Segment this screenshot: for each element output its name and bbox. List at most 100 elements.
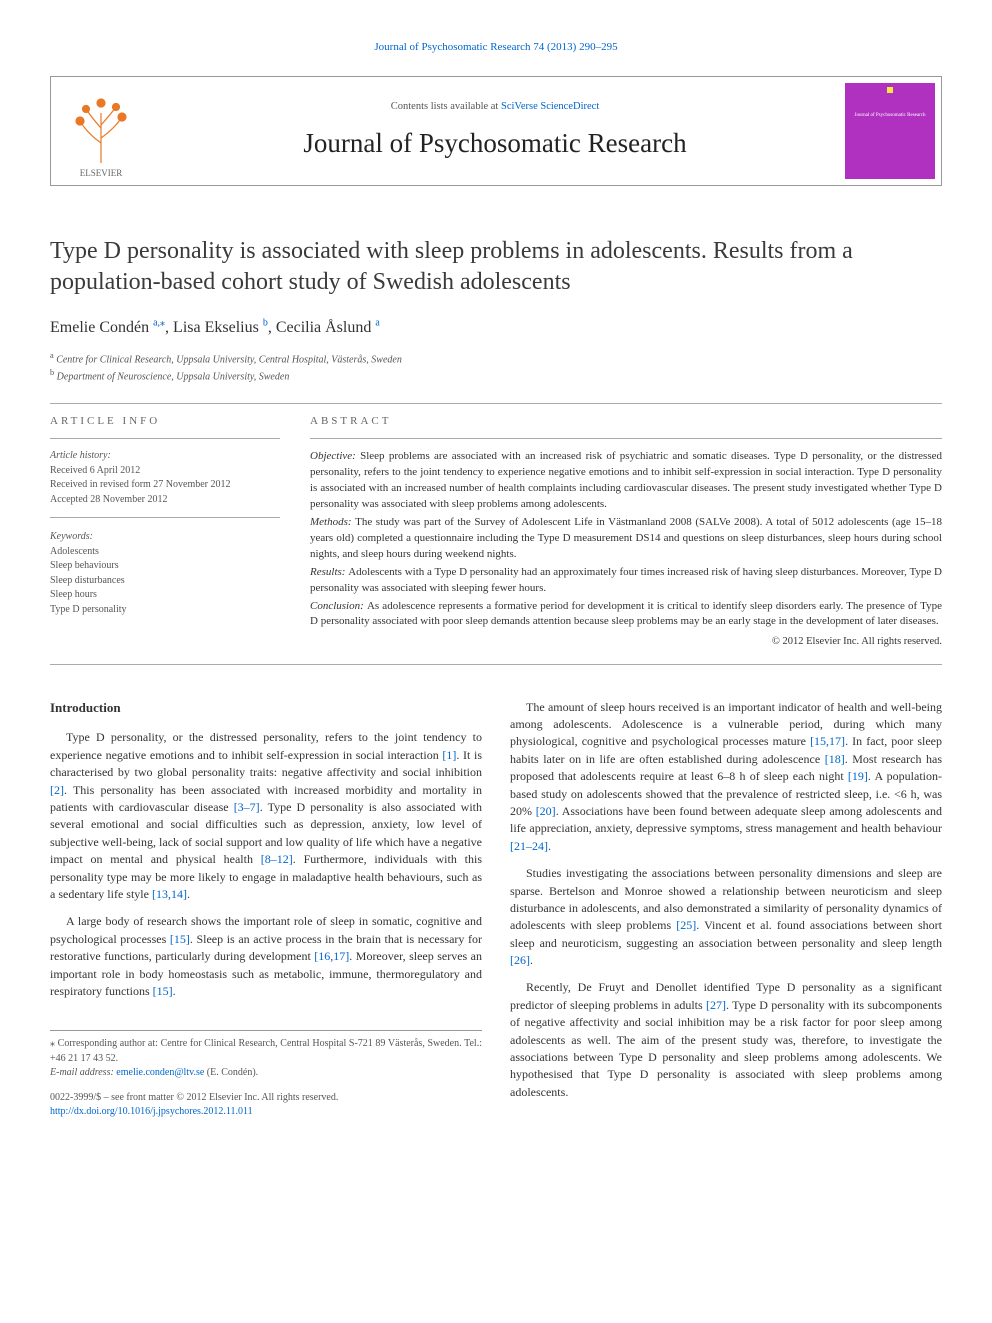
citation-link[interactable]: [19]	[848, 769, 868, 783]
keyword: Sleep behaviours	[50, 560, 119, 571]
methods-text: The study was part of the Survey of Adol…	[310, 516, 942, 560]
article-info-heading: article info	[50, 414, 280, 430]
journal-header: ELSEVIER Contents lists available at Sci…	[50, 76, 942, 186]
corresponding-text: Corresponding author at: Centre for Clin…	[50, 1038, 482, 1064]
objective-text: Sleep problems are associated with an in…	[310, 450, 942, 510]
sep: ,	[165, 319, 173, 336]
divider	[50, 403, 942, 404]
affiliation-b: b Department of Neuroscience, Uppsala Un…	[50, 367, 942, 385]
sciencedirect-link[interactable]: SciVerse ScienceDirect	[501, 101, 599, 112]
author-3: Cecilia Åslund	[276, 319, 372, 336]
text: Type D personality, or the distressed pe…	[50, 730, 482, 761]
abstract-heading: abstract	[310, 414, 942, 430]
citation-link[interactable]: [15,17]	[810, 734, 845, 748]
results-text: Adolescents with a Type D personality ha…	[310, 566, 942, 594]
cover-dot-icon	[887, 87, 893, 93]
citation-link[interactable]: [15]	[170, 932, 190, 946]
citation-link[interactable]: [13,14]	[152, 887, 187, 901]
citation-link[interactable]: [18]	[825, 752, 845, 766]
copyright: © 2012 Elsevier Inc. All rights reserved…	[310, 634, 942, 649]
elsevier-tree-icon: ELSEVIER	[62, 83, 140, 179]
abstract-conclusion: Conclusion: As adolescence represents a …	[310, 599, 942, 631]
contents-prefix: Contents lists available at	[391, 101, 501, 112]
intro-heading: Introduction	[50, 699, 482, 718]
abstract-objective: Objective: Sleep problems are associated…	[310, 449, 942, 513]
author-1: Emelie Condén	[50, 319, 149, 336]
citation-link[interactable]: [16,17]	[314, 949, 349, 963]
citation-link[interactable]: [27]	[706, 998, 726, 1012]
citation-link[interactable]: [3–7]	[234, 800, 260, 814]
citation-link[interactable]: [15]	[153, 984, 173, 998]
body-para: The amount of sleep hours received is an…	[510, 699, 942, 856]
text: . Type D personality with its subcompone…	[510, 998, 942, 1099]
article-title: Type D personality is associated with sl…	[50, 236, 942, 298]
divider	[50, 438, 280, 439]
citation-link[interactable]: [1]	[442, 748, 456, 762]
citation-link[interactable]: [2]	[50, 783, 64, 797]
journal-cover-thumb: Journal of Psychosomatic Research	[845, 83, 935, 179]
header-center: Contents lists available at SciVerse Sci…	[151, 77, 839, 185]
accepted-date: Accepted 28 November 2012	[50, 494, 167, 505]
column-left: Introduction Type D personality, or the …	[50, 699, 482, 1120]
received-date: Received 6 April 2012	[50, 465, 140, 476]
divider	[50, 517, 280, 518]
citation-link[interactable]: [20]	[536, 804, 556, 818]
email-link[interactable]: emelie.conden@ltv.se	[116, 1067, 204, 1078]
abstract-methods: Methods: The study was part of the Surve…	[310, 515, 942, 563]
body-para: Studies investigating the associations b…	[510, 865, 942, 969]
cover-label: Journal of Psychosomatic Research	[855, 113, 926, 119]
keyword: Adolescents	[50, 546, 99, 557]
body-columns: Introduction Type D personality, or the …	[50, 699, 942, 1120]
aff-b-text: Department of Neuroscience, Uppsala Univ…	[54, 372, 289, 383]
svg-text:ELSEVIER: ELSEVIER	[80, 168, 123, 178]
affiliations: a Centre for Clinical Research, Uppsala …	[50, 350, 942, 386]
keyword: Sleep hours	[50, 589, 97, 600]
keyword: Sleep disturbances	[50, 575, 125, 586]
author-2: Lisa Ekselius	[173, 319, 259, 336]
author-3-aff: a	[375, 318, 379, 329]
citation-link[interactable]: [25]	[676, 918, 696, 932]
journal-name: Journal of Psychosomatic Research	[303, 124, 686, 163]
bottom-meta: 0022-3999/$ – see front matter © 2012 El…	[50, 1091, 482, 1120]
email-label: E-mail address:	[50, 1067, 116, 1078]
publisher-logo: ELSEVIER	[51, 77, 151, 185]
citation-link[interactable]: [21–24]	[510, 839, 548, 853]
methods-label: Methods:	[310, 516, 355, 528]
intro-para-1: Type D personality, or the distressed pe…	[50, 729, 482, 903]
divider	[50, 664, 942, 665]
divider	[310, 438, 942, 439]
abstract-results: Results: Adolescents with a Type D perso…	[310, 565, 942, 597]
column-right: The amount of sleep hours received is an…	[510, 699, 942, 1120]
contents-line: Contents lists available at SciVerse Sci…	[391, 99, 599, 114]
text: . Associations have been found between a…	[510, 804, 942, 835]
objective-label: Objective:	[310, 450, 360, 462]
citation-link[interactable]: [8–12]	[261, 852, 293, 866]
author-list: Emelie Condén a,⁎, Lisa Ekselius b, Ceci…	[50, 316, 942, 339]
sep: ,	[268, 319, 276, 336]
conclusion-label: Conclusion:	[310, 600, 367, 612]
revised-date: Received in revised form 27 November 201…	[50, 479, 231, 490]
results-label: Results:	[310, 566, 348, 578]
running-header: Journal of Psychosomatic Research 74 (20…	[50, 40, 942, 56]
aff-a-text: Centre for Clinical Research, Uppsala Un…	[54, 354, 402, 365]
issn-line: 0022-3999/$ – see front matter © 2012 El…	[50, 1091, 482, 1106]
doi-link[interactable]: http://dx.doi.org/10.1016/j.jpsychores.2…	[50, 1106, 253, 1117]
email-line: E-mail address: emelie.conden@ltv.se (E.…	[50, 1066, 482, 1081]
article-info: article info Article history: Received 6…	[50, 414, 280, 649]
conclusion-text: As adolescence represents a formative pe…	[310, 600, 942, 628]
text: .	[530, 953, 533, 967]
abstract: abstract Objective: Sleep problems are a…	[310, 414, 942, 649]
keywords-label: Keywords:	[50, 530, 280, 545]
keyword: Type D personality	[50, 604, 127, 615]
text: .	[187, 887, 190, 901]
corresponding-note: ⁎ Corresponding author at: Centre for Cl…	[50, 1037, 482, 1066]
journal-issue-link[interactable]: Journal of Psychosomatic Research 74 (20…	[374, 41, 617, 53]
affiliation-a: a Centre for Clinical Research, Uppsala …	[50, 350, 942, 368]
author-1-aff: a,	[153, 318, 160, 329]
intro-para-2: A large body of research shows the impor…	[50, 913, 482, 1000]
citation-link[interactable]: [26]	[510, 953, 530, 967]
history-label: Article history:	[50, 450, 111, 461]
meta-row: article info Article history: Received 6…	[50, 414, 942, 649]
text: .	[173, 984, 176, 998]
page: Journal of Psychosomatic Research 74 (20…	[0, 0, 992, 1160]
